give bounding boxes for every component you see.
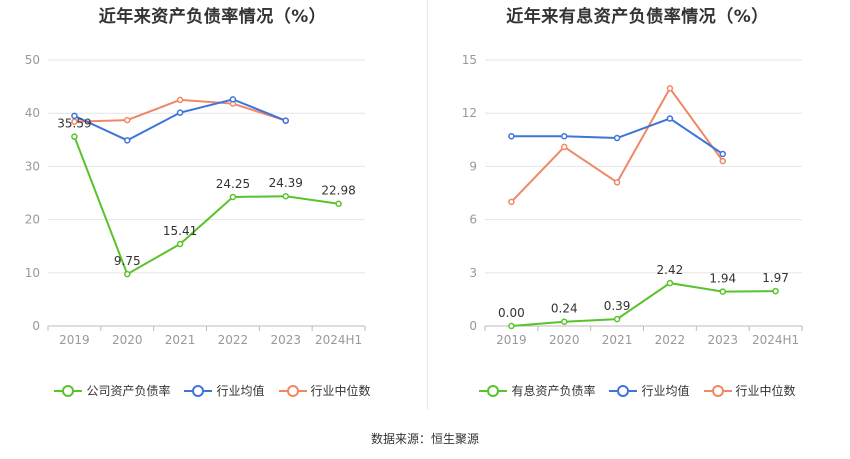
legend-label: 行业均值	[216, 384, 265, 398]
y-tick-label: 0	[469, 319, 477, 333]
chart-legend: 公司资产负债率 行业均值 行业中位数	[0, 382, 425, 399]
data-point	[229, 96, 237, 103]
x-tick-label: 2020	[112, 333, 143, 347]
series-line	[73, 136, 339, 276]
data-point	[176, 96, 184, 104]
data-point	[124, 270, 131, 278]
data-point	[335, 200, 342, 207]
data-point	[666, 85, 674, 92]
data-point	[124, 137, 131, 144]
data-point	[508, 198, 515, 206]
y-tick-label: 30	[25, 159, 40, 173]
data-label: 0.39	[604, 299, 631, 313]
legend-item[interactable]: 行业均值	[609, 382, 690, 399]
data-point	[124, 116, 131, 124]
x-tick-label: 2022	[218, 333, 249, 347]
data-label: 2.42	[657, 263, 684, 277]
data-label: 1.94	[709, 272, 736, 286]
data-label: 9.75	[114, 254, 141, 268]
legend-line-marker-icon	[703, 384, 732, 398]
legend-line-marker-icon	[609, 384, 638, 398]
legend-label: 行业均值	[641, 384, 690, 398]
data-point	[561, 133, 568, 140]
data-point	[176, 240, 184, 248]
y-tick-label: 15	[462, 53, 477, 67]
x-tick-label: 2019	[496, 333, 527, 347]
data-point	[613, 134, 621, 142]
legend-item[interactable]: 行业均值	[184, 382, 265, 399]
data-label: 24.25	[216, 177, 250, 191]
x-tick-label: 2019	[59, 333, 90, 347]
legend-line-marker-icon	[184, 384, 213, 398]
y-tick-label: 6	[469, 213, 477, 227]
legend-label: 有息资产负债率	[511, 384, 596, 398]
x-tick-label: 2023	[270, 333, 301, 347]
legend-item[interactable]: 行业中位数	[278, 382, 371, 399]
data-point	[176, 109, 184, 116]
legend-label: 行业中位数	[310, 384, 371, 398]
y-tick-label: 10	[25, 266, 40, 280]
chart-interest-debt-ratio: 0 3 6 9 12 15 2019 2020 2021 2022 2023 2024H1 0.00 0.…	[462, 53, 803, 347]
data-point	[229, 193, 237, 201]
chart-title: 近年来资产负债率情况（%）	[98, 7, 327, 27]
data-point	[508, 322, 515, 330]
data-source-note: 数据来源：恒生聚源	[370, 432, 479, 446]
y-tick-label: 20	[25, 213, 40, 227]
x-tick-label: 2022	[655, 333, 686, 347]
x-tick-label: 2024H1	[752, 333, 799, 347]
legend-line-marker-icon	[54, 384, 83, 398]
data-label: 0.00	[498, 306, 525, 320]
chart-title: 近年来有息资产负债率情况（%）	[506, 7, 769, 27]
data-point	[666, 279, 674, 287]
data-point	[71, 112, 78, 120]
data-point	[282, 192, 289, 200]
data-label: 35.59	[57, 117, 91, 131]
chart-panel-interest-debt-ratio: 近年来有息资产负债率情况（%） 0 3 6 9 12 15 2019 2020 2021 2022…	[425, 0, 850, 420]
legend-label: 公司资产负债率	[86, 384, 171, 398]
legend-item[interactable]: 公司资产负债率	[54, 382, 170, 399]
data-point	[613, 315, 621, 323]
legend-item[interactable]: 有息资产负债率	[479, 382, 595, 399]
data-label: 24.39	[269, 176, 303, 190]
y-tick-label: 3	[469, 266, 477, 280]
data-point	[282, 117, 289, 124]
chart-debt-ratio: 0 10 20 30 40 50 2019 2020 2021 2022 2023 2024H1 35.…	[25, 53, 366, 347]
data-point	[71, 118, 78, 125]
series-line	[511, 282, 776, 327]
legend-line-marker-icon	[278, 384, 307, 398]
chart-legend: 有息资产负债率 行业均值 行业中位数	[425, 382, 850, 399]
data-point	[719, 157, 726, 165]
data-label: 1.97	[762, 271, 789, 285]
y-tick-label: 50	[25, 53, 40, 67]
x-tick-label: 2020	[549, 333, 580, 347]
chart-panel-debt-ratio: 近年来资产负债率情况（%） 0 10 20 30 40 50 2019 2020 2021 202…	[0, 0, 425, 420]
data-point	[561, 143, 568, 151]
data-label: 22.98	[321, 184, 355, 198]
x-tick-label: 2021	[602, 333, 633, 347]
data-point	[508, 133, 515, 140]
data-point	[772, 287, 779, 295]
data-point	[613, 179, 621, 186]
legend-item[interactable]: 行业中位数	[703, 382, 796, 399]
data-label: 0.24	[551, 302, 578, 316]
x-tick-label: 2021	[165, 333, 196, 347]
y-tick-label: 40	[25, 106, 40, 120]
legend-line-marker-icon	[479, 384, 508, 398]
y-tick-label: 0	[32, 319, 40, 333]
data-point	[666, 115, 674, 122]
data-point	[719, 150, 726, 158]
legend-label: 行业中位数	[735, 384, 796, 398]
x-tick-label: 2023	[707, 333, 738, 347]
data-point	[561, 318, 568, 325]
y-tick-label: 12	[462, 106, 477, 120]
panel-divider	[427, 0, 428, 410]
data-label: 15.41	[163, 224, 197, 238]
y-tick-label: 9	[469, 159, 477, 173]
data-point	[71, 133, 78, 140]
data-point	[719, 288, 726, 295]
x-tick-label: 2024H1	[315, 333, 362, 347]
